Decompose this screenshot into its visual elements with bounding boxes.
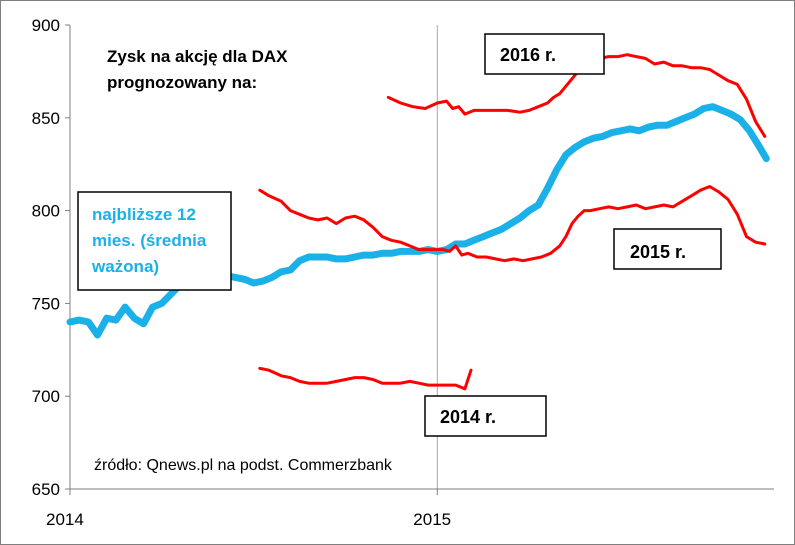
y-tick-label: 700 xyxy=(32,387,60,406)
series-label-12m-line-1: najbliższe 12 xyxy=(92,205,196,224)
chart-title-line-1: Zysk na akcję dla DAX xyxy=(107,47,288,66)
source-note: źródło: Qnews.pl na podst. Commerzbank xyxy=(94,457,393,474)
chart-title-line-2: prognozowany na: xyxy=(107,73,257,92)
label-box-2016 xyxy=(484,33,605,75)
y-tick-label: 750 xyxy=(32,294,60,313)
y-tick-label: 850 xyxy=(32,109,60,128)
y-tick-label: 650 xyxy=(32,480,60,499)
y-axis-tick-labels: 650 700 750 800 850 900 xyxy=(32,16,60,499)
series-label-2016: 2016 r. xyxy=(500,45,556,65)
x-tick-label: 2014 xyxy=(46,510,84,529)
x-tick-label: 2015 xyxy=(413,510,451,529)
y-tick-label: 800 xyxy=(32,202,60,221)
series-label-12m-line-3: ważona) xyxy=(91,257,159,276)
series-label-2015: 2015 r. xyxy=(630,242,686,262)
series-line-2014-r xyxy=(258,366,473,391)
series-label-12m-line-2: mies. (średnia xyxy=(92,231,207,250)
axes xyxy=(65,24,774,495)
series-line-2015-r xyxy=(258,185,767,263)
label-box-2014 xyxy=(424,395,547,437)
series-label-2014: 2014 r. xyxy=(440,407,496,427)
y-tick-label: 900 xyxy=(32,16,60,35)
x-axis-tick-labels: 2014 2015 xyxy=(46,510,451,529)
label-box-12m xyxy=(77,191,232,291)
label-box-2015 xyxy=(613,228,722,270)
